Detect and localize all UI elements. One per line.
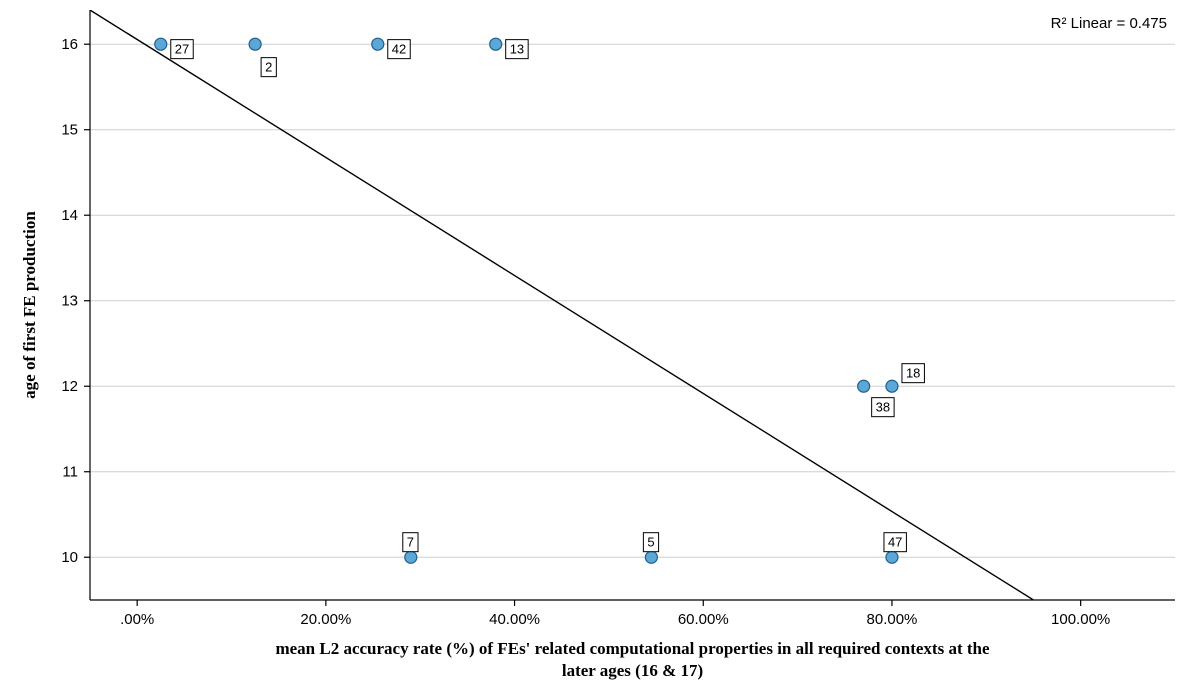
svg-text:2: 2 [265, 60, 272, 75]
svg-text:.00%: .00% [120, 611, 154, 628]
svg-text:38: 38 [876, 400, 890, 415]
svg-text:12: 12 [61, 378, 78, 395]
svg-text:13: 13 [61, 293, 78, 310]
svg-text:mean L2 accuracy rate (%) of F: mean L2 accuracy rate (%) of FEs' relate… [275, 639, 990, 658]
svg-text:15: 15 [61, 122, 78, 139]
scatter-chart: .00% 20.00% 40.00% 60.00% 80.00% 100.00% 10 11 1… [0, 0, 1200, 692]
svg-text:80.00%: 80.00% [867, 611, 918, 628]
svg-text:40.00%: 40.00% [489, 611, 540, 628]
svg-text:100.00%: 100.00% [1051, 611, 1110, 628]
svg-text:60.00%: 60.00% [678, 611, 729, 628]
svg-text:7: 7 [407, 535, 414, 550]
svg-text:16: 16 [61, 36, 78, 53]
svg-text:27: 27 [175, 42, 189, 57]
svg-text:13: 13 [510, 42, 524, 57]
svg-text:5: 5 [647, 535, 654, 550]
svg-text:11: 11 [62, 464, 78, 481]
svg-text:47: 47 [888, 535, 902, 550]
svg-text:R² Linear = 0.475: R² Linear = 0.475 [1051, 15, 1167, 32]
chart-svg: .00% 20.00% 40.00% 60.00% 80.00% 100.00% 10 11 1… [0, 0, 1200, 692]
svg-text:later ages (16 & 17): later ages (16 & 17) [562, 661, 703, 680]
svg-text:10: 10 [61, 549, 78, 566]
svg-text:age of first FE production: age of first FE production [20, 211, 39, 399]
svg-text:42: 42 [392, 42, 406, 57]
svg-text:14: 14 [61, 207, 78, 224]
svg-text:20.00%: 20.00% [300, 611, 351, 628]
svg-text:18: 18 [906, 366, 920, 381]
